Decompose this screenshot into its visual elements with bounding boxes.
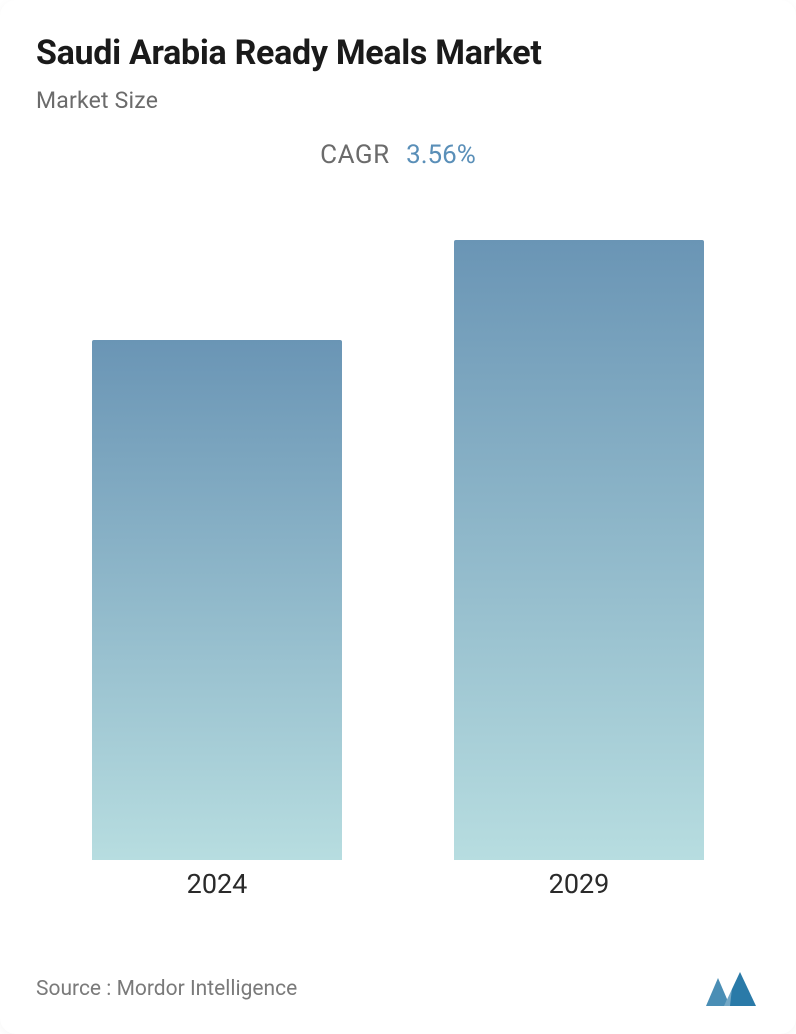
bar-wrap (398, 240, 760, 860)
bars-container (36, 240, 760, 860)
cagr-label: CAGR (320, 140, 389, 170)
chart-title: Saudi Arabia Ready Meals Market (36, 34, 760, 73)
x-axis-label: 2024 (36, 868, 398, 900)
bar (454, 240, 704, 860)
card-footer: Source : Mordor Intelligence (36, 970, 760, 1008)
market-card: Saudi Arabia Ready Meals Market Market S… (0, 0, 796, 1034)
bar-wrap (36, 340, 398, 860)
bar (92, 340, 342, 860)
x-axis-labels: 20242029 (36, 868, 760, 918)
chart-subtitle: Market Size (36, 87, 760, 114)
cagr-row: CAGR 3.56% (36, 140, 760, 170)
cagr-value: 3.56% (406, 140, 476, 170)
source-text: Source : Mordor Intelligence (36, 977, 297, 1001)
mordor-logo-icon (704, 970, 760, 1008)
bar-chart: 20242029 (36, 228, 760, 918)
x-axis-label: 2029 (398, 868, 760, 900)
